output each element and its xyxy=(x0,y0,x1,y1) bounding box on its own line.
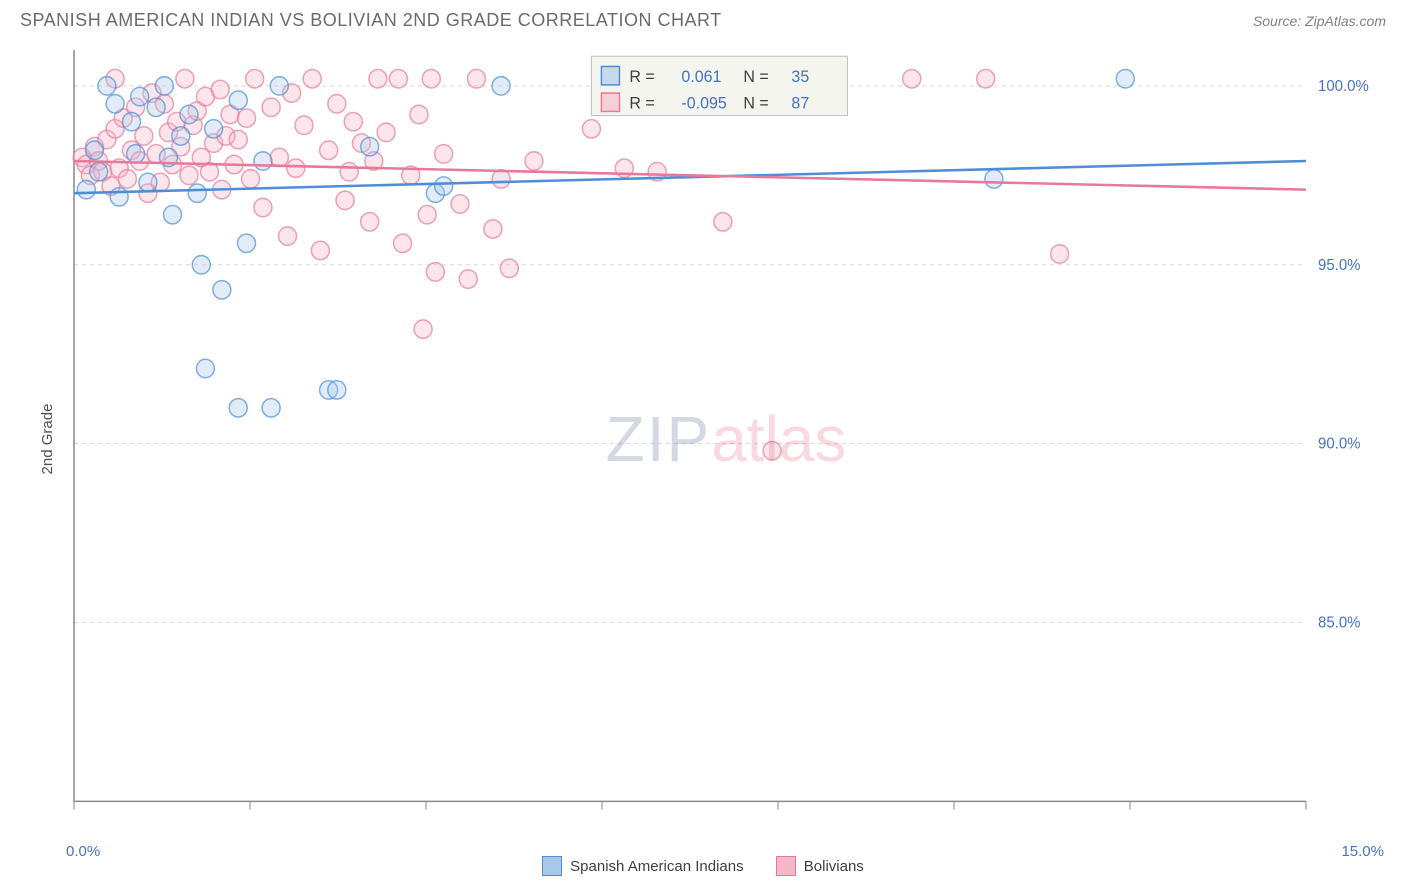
legend-swatch-icon xyxy=(776,856,796,876)
svg-text:N =: N = xyxy=(743,68,768,86)
svg-text:87: 87 xyxy=(791,94,809,112)
chart-title: SPANISH AMERICAN INDIAN VS BOLIVIAN 2ND … xyxy=(20,10,722,31)
svg-text:R =: R = xyxy=(629,94,654,112)
legend-item-spanish: Spanish American Indians xyxy=(542,856,743,876)
svg-text:35: 35 xyxy=(791,68,809,86)
y-axis-label: 2nd Grade xyxy=(39,403,56,474)
svg-text:-0.095: -0.095 xyxy=(681,94,726,112)
svg-text:N =: N = xyxy=(743,94,768,112)
legend-item-bolivian: Bolivians xyxy=(776,856,864,876)
svg-text:100.0%: 100.0% xyxy=(1318,78,1369,95)
svg-text:85.0%: 85.0% xyxy=(1318,614,1361,631)
svg-text:0.061: 0.061 xyxy=(681,68,721,86)
svg-text:90.0%: 90.0% xyxy=(1318,436,1361,453)
legend-swatch-icon xyxy=(542,856,562,876)
svg-text:95.0%: 95.0% xyxy=(1318,257,1361,274)
scatter-plot: 85.0% 90.0% 95.0% 100.0% R = 0.061 N = 35 R = -0.… xyxy=(66,45,1386,832)
svg-text:R =: R = xyxy=(629,68,654,86)
legend-label: Spanish American Indians xyxy=(570,858,743,875)
bottom-legend: Spanish American Indians Bolivians xyxy=(0,856,1406,880)
legend-label: Bolivians xyxy=(804,858,864,875)
source-label: Source: ZipAtlas.com xyxy=(1253,13,1386,29)
